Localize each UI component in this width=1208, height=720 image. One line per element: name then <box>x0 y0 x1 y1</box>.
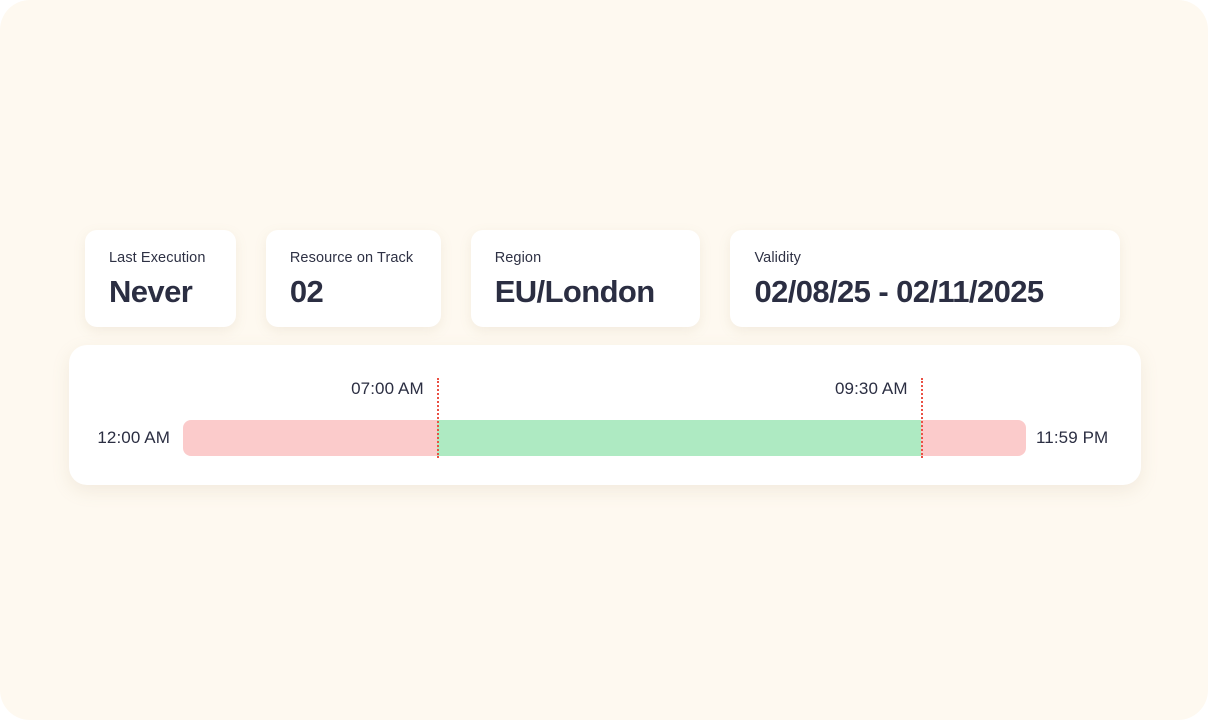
stat-card-row: Last Execution Never Resource on Track 0… <box>85 230 1120 327</box>
timeline-marker-line-start <box>436 378 439 458</box>
timeline-segment-blocked-late[interactable] <box>920 420 1026 456</box>
stat-card-region[interactable]: Region EU/London <box>470 230 701 327</box>
timeline-segment-allowed[interactable] <box>436 420 921 456</box>
timeline-segment-blocked-early[interactable] <box>183 420 437 456</box>
timeline-marker-label-start: 07:00 AM <box>351 379 424 398</box>
timeline-panel: 12:00 AM 11:59 PM 07:00 AM 09:30 AM <box>69 345 1141 485</box>
stat-card-resource-on-track[interactable]: Resource on Track 02 <box>265 230 441 327</box>
timeline-end-label: 11:59 PM <box>1036 428 1109 447</box>
stat-card-value: 02/08/25 - 02/11/2025 <box>754 274 1044 309</box>
timeline-marker-label-end: 09:30 AM <box>834 379 908 398</box>
stat-card-value: 02 <box>289 274 324 309</box>
stat-card-label: Resource on Track <box>289 250 414 266</box>
timeline-inner: 12:00 AM 11:59 PM 07:00 AM 09:30 AM <box>69 345 1141 485</box>
stat-card-label: Last Execution <box>109 250 206 266</box>
stat-card-label: Validity <box>754 250 801 266</box>
timeline-marker-line-end <box>920 378 923 458</box>
stat-card-value: EU/London <box>494 274 656 309</box>
timeline-start-label: 12:00 AM <box>97 428 170 447</box>
stat-card-validity[interactable]: Validity 02/08/25 - 02/11/2025 <box>730 230 1120 327</box>
stat-card-label: Region <box>494 250 542 266</box>
stat-card-last-execution[interactable]: Last Execution Never <box>85 230 236 327</box>
timeline-bar[interactable] <box>183 420 1026 456</box>
stat-card-value: Never <box>109 274 193 309</box>
